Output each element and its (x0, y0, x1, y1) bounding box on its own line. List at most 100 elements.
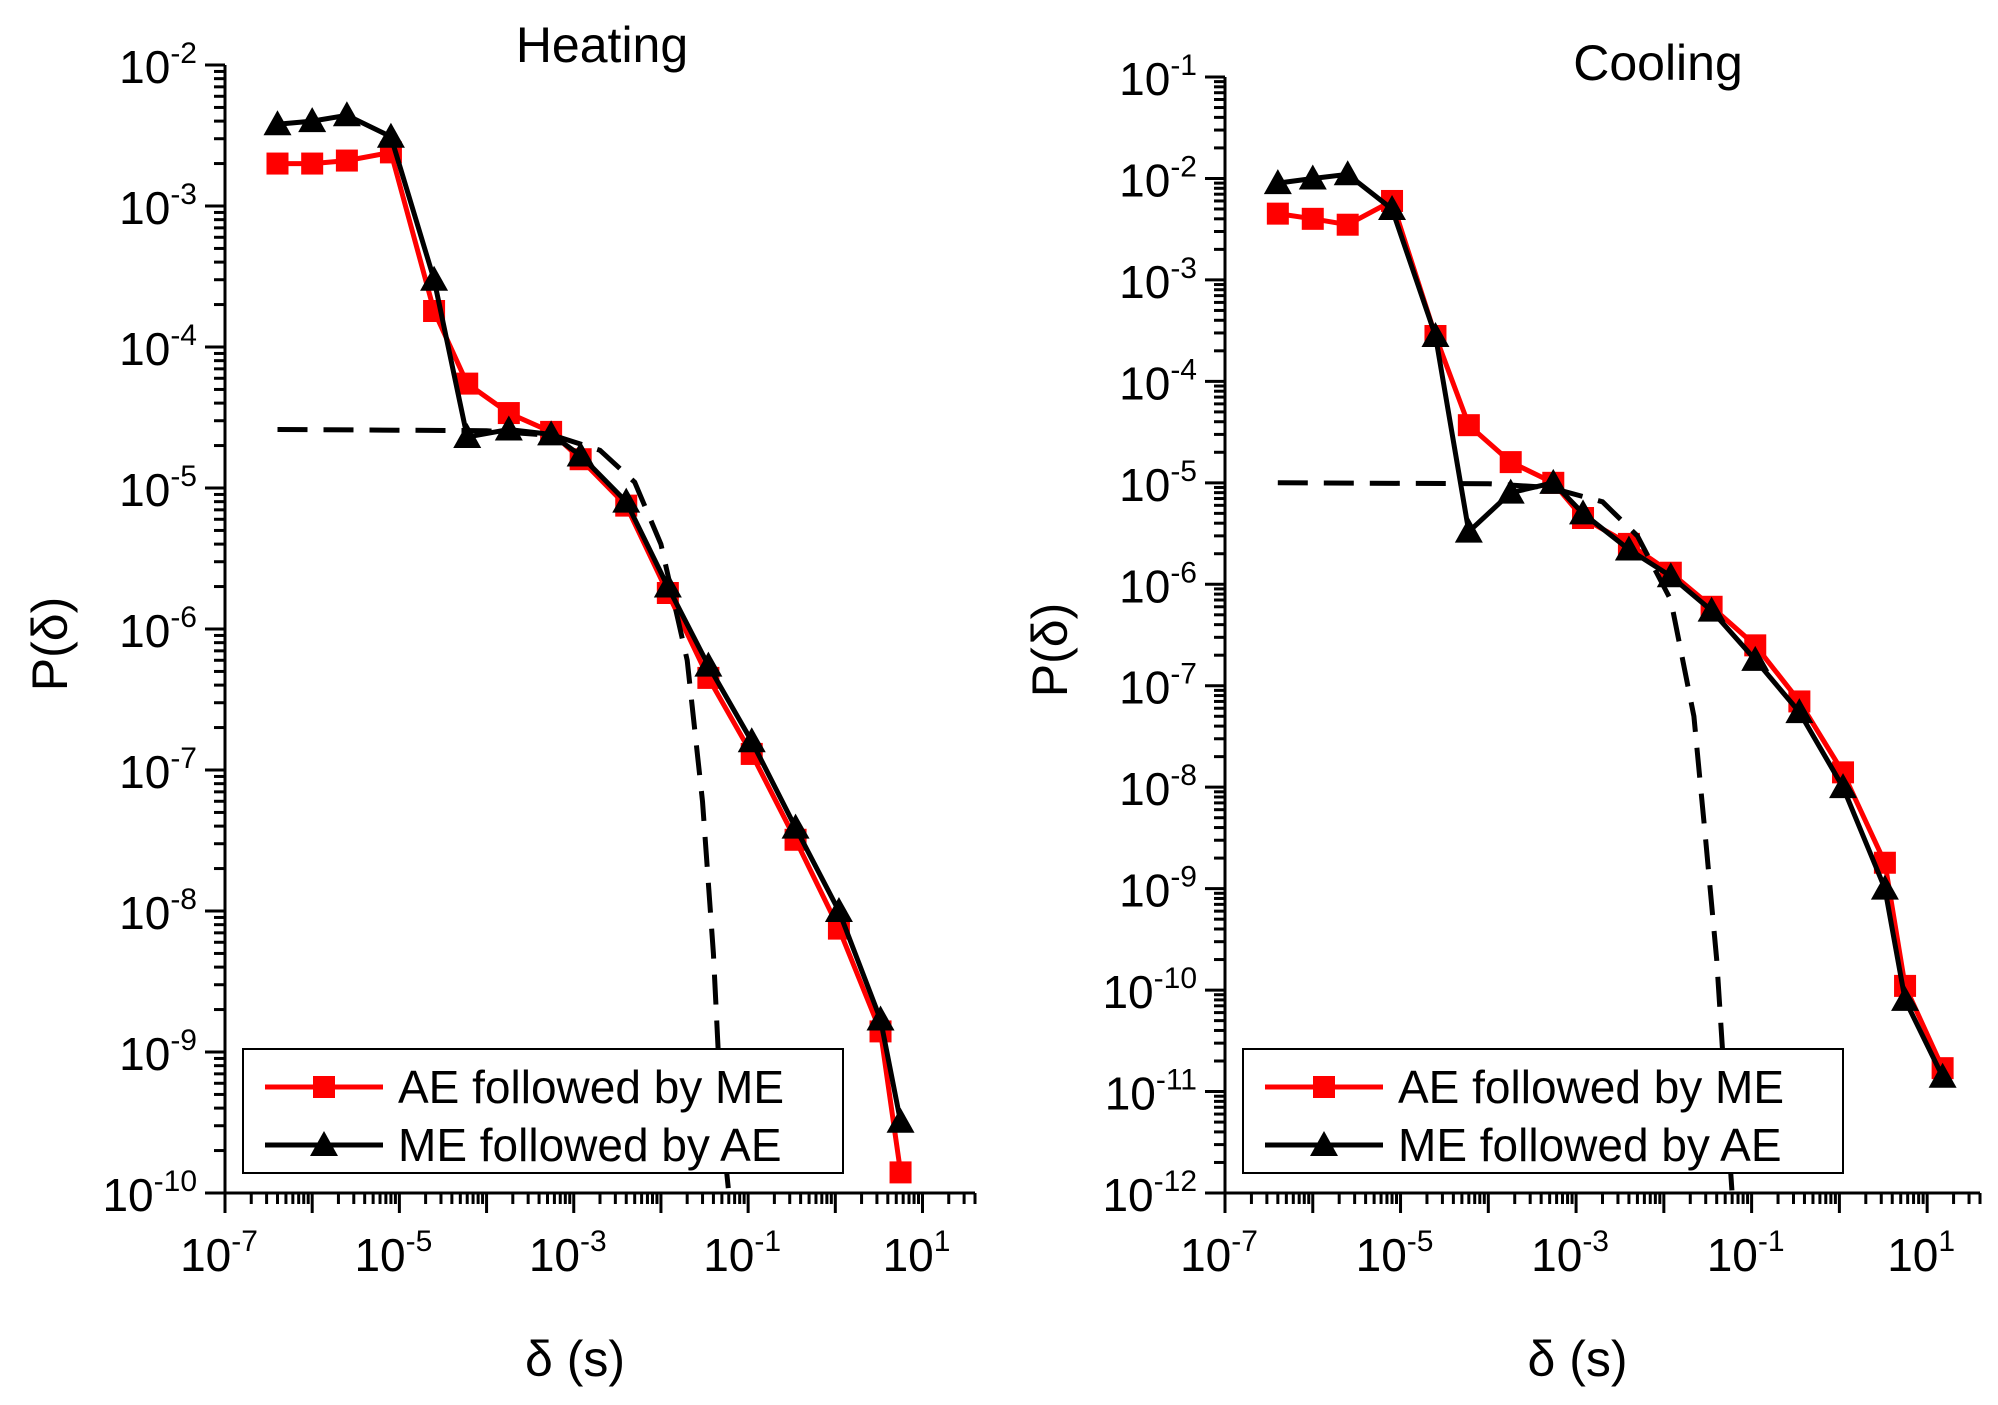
y-tick-label: 10-9 (119, 1024, 197, 1080)
data-point-triangle (332, 101, 361, 127)
data-point-triangle (1454, 517, 1483, 543)
data-point-triangle (453, 422, 482, 448)
data-point-triangle (376, 122, 405, 148)
data-point-triangle (1333, 160, 1362, 186)
y-tick-label: 10-8 (119, 883, 197, 939)
data-point-square (1266, 202, 1289, 225)
chart-panel-1: 10-7 10-5 10-3 10-1 101 10-10 10-9 10-8 10-7 10-6… (22, 17, 977, 1387)
legend-entry: ME followed by AE (398, 1119, 782, 1171)
data-point-triangle (781, 813, 810, 839)
data-point-triangle (1741, 645, 1770, 671)
data-point-triangle (1656, 562, 1685, 588)
data-point-triangle (1928, 1062, 1957, 1088)
y-axis-title: P(δ) (22, 597, 78, 691)
x-tick-label: 101 (1887, 1225, 1955, 1281)
legend-entry: ME followed by AE (1398, 1119, 1782, 1171)
y-tick-label: 10-11 (1105, 1064, 1197, 1120)
data-point-triangle (1263, 169, 1292, 195)
data-point-square (889, 1161, 912, 1184)
panel-title: Heating (516, 17, 688, 73)
data-point-triangle (1614, 535, 1643, 561)
x-tick-label: 10-7 (180, 1225, 258, 1281)
data-point-triangle (694, 651, 723, 677)
x-tick-label: 10-5 (354, 1225, 432, 1281)
data-point-square (266, 152, 289, 175)
data-point-triangle (1539, 468, 1568, 494)
legend: AE followed by ME ME followed by AE (242, 1048, 844, 1174)
data-point-square (1301, 207, 1324, 230)
legend-marker-triangle (1310, 1131, 1338, 1156)
series-line (277, 149, 904, 1173)
panel-title: Cooling (1573, 35, 1743, 91)
data-point-square (335, 149, 358, 172)
legend: AE followed by ME ME followed by AE (1242, 1048, 1844, 1174)
y-tick-label: 10-12 (1102, 1165, 1197, 1221)
data-point-triangle (1870, 874, 1899, 900)
data-point-triangle (866, 1005, 895, 1031)
data-point-triangle (1421, 321, 1450, 347)
data-point-triangle (1569, 499, 1598, 525)
x-axis-title: δ (s) (525, 1331, 625, 1387)
y-axis-title: P(δ) (1022, 603, 1078, 697)
data-point-square (456, 372, 479, 395)
y-tick-label: 10-4 (1119, 353, 1197, 409)
x-tick-label: 10-1 (1707, 1225, 1785, 1281)
data-point-triangle (824, 897, 853, 922)
data-point-triangle (1829, 773, 1858, 799)
legend-frame (242, 1048, 844, 1174)
y-tick-label: 10-8 (1119, 759, 1197, 815)
series-line (1277, 197, 1945, 1070)
data-point-triangle (737, 727, 766, 753)
y-tick-label: 10-10 (1102, 962, 1197, 1018)
y-tick-label: 10-1 (1119, 49, 1197, 105)
fit-curve-dashed (277, 427, 732, 1194)
data-point-triangle (1496, 478, 1525, 504)
x-tick-label: 101 (883, 1225, 951, 1281)
x-tick-label: 10-7 (1180, 1225, 1258, 1281)
y-tick-label: 10-6 (1119, 556, 1197, 612)
legend-frame (1242, 1048, 1844, 1174)
y-tick-label: 10-9 (1119, 861, 1197, 917)
data-point-triangle (1697, 596, 1726, 622)
data-point-triangle (420, 265, 449, 291)
y-tick-label: 10-2 (119, 37, 197, 93)
data-point-square (1457, 414, 1480, 437)
x-axis-title: δ (s) (1527, 1331, 1627, 1387)
y-tick-label: 10-3 (119, 178, 197, 234)
y-tick-label: 10-10 (102, 1165, 197, 1221)
y-tick-label: 10-4 (119, 319, 197, 375)
data-point-square (301, 152, 324, 175)
x-tick-label: 10-5 (1356, 1225, 1434, 1281)
data-point-triangle (1378, 194, 1407, 220)
data-point-square (1336, 213, 1359, 236)
legend-entry: AE followed by ME (398, 1061, 784, 1113)
legend-marker-triangle (310, 1131, 338, 1156)
data-point-square (1873, 851, 1896, 874)
y-tick-label: 10-2 (1119, 150, 1197, 206)
series-line (1277, 171, 1945, 1078)
data-point-square (497, 402, 520, 425)
data-point-triangle (1785, 698, 1814, 724)
data-point-square (1499, 451, 1522, 474)
data-point-triangle (263, 110, 292, 136)
legend-marker-square (1313, 1076, 1335, 1098)
x-tick-label: 10-3 (529, 1225, 607, 1281)
x-tick-label: 10-1 (703, 1225, 781, 1281)
x-tick-label: 10-3 (1531, 1225, 1609, 1281)
legend-marker-square (313, 1076, 335, 1098)
data-point-triangle (1298, 164, 1327, 190)
y-tick-label: 10-5 (1119, 455, 1197, 511)
y-tick-label: 10-5 (119, 460, 197, 516)
data-point-triangle (566, 441, 595, 467)
fit-curve-dashed (1277, 480, 1735, 1194)
y-tick-label: 10-6 (119, 601, 197, 657)
legend-entry: AE followed by ME (1398, 1061, 1784, 1113)
y-tick-label: 10-7 (119, 742, 197, 798)
data-point-triangle (1891, 985, 1920, 1011)
data-point-triangle (886, 1107, 915, 1133)
y-tick-label: 10-7 (1119, 658, 1197, 714)
series-line (277, 112, 904, 1123)
y-tick-label: 10-3 (1119, 252, 1197, 308)
data-point-triangle (298, 107, 327, 133)
